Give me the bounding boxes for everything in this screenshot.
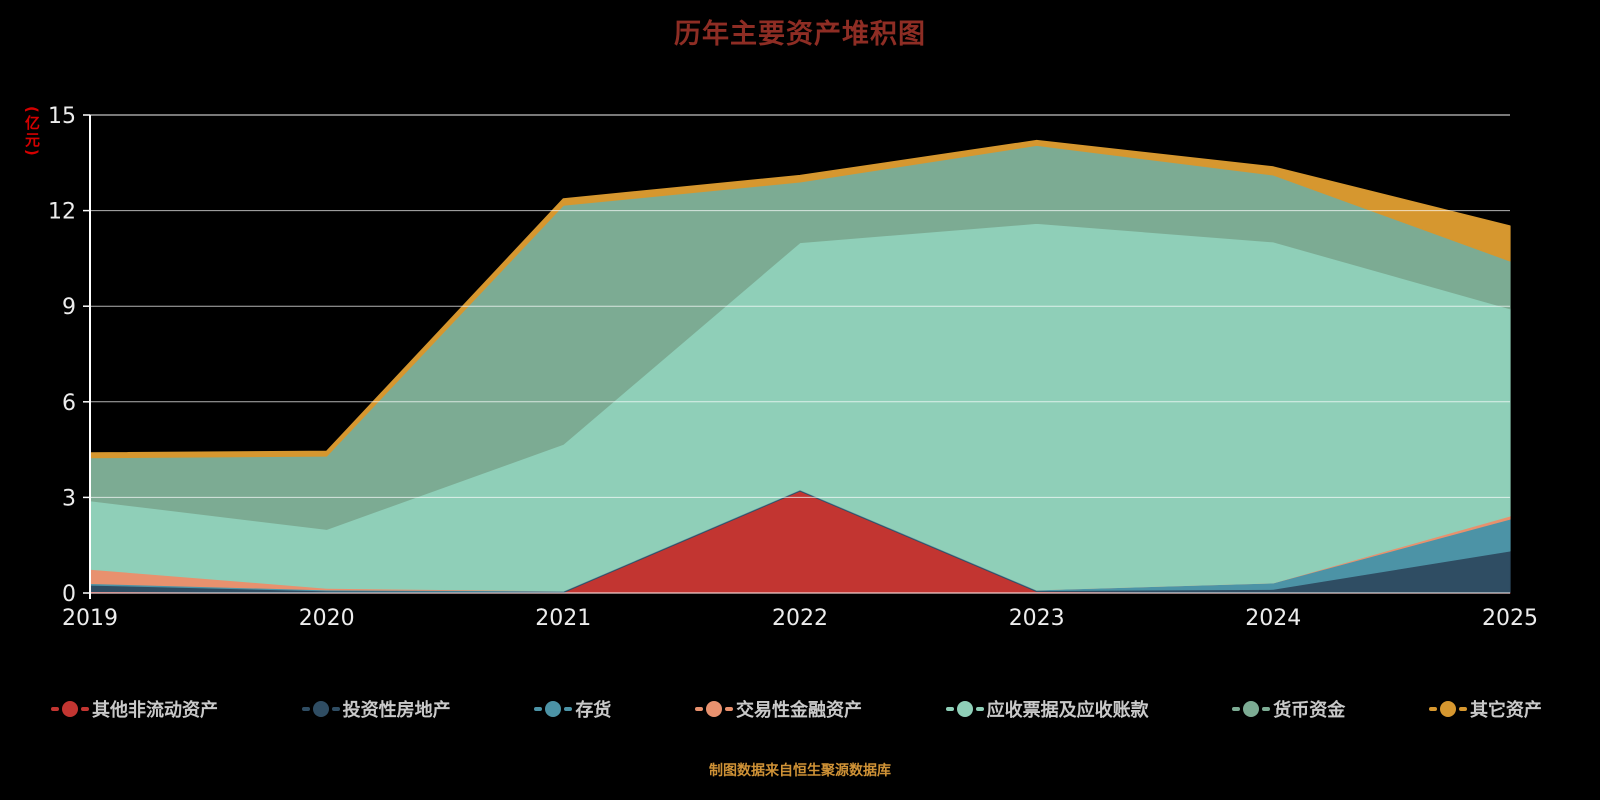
legend-line-icon xyxy=(945,707,954,711)
legend-item-4[interactable]: 应收票据及应收账款 xyxy=(945,696,1149,722)
chart-title: 历年主要资产堆积图 xyxy=(674,19,926,50)
legend-item-1[interactable]: 投资性房地产 xyxy=(301,696,451,722)
legend-label: 其它资产 xyxy=(1469,700,1542,721)
legend-line-icon xyxy=(564,707,573,711)
stacked-area-chart: 0 3 6 9 12 15 2019 2020 2021 2022 2023 2024 2025 xyxy=(48,104,1538,631)
x-axis-label-2025: 2025 xyxy=(1482,606,1538,631)
x-axis-label-2020: 2020 xyxy=(299,606,355,631)
y-axis-label-15: 15 xyxy=(48,104,76,129)
x-axis-label-2022: 2022 xyxy=(772,606,828,631)
legend-label: 投资性房地产 xyxy=(342,700,451,721)
legend-item-0[interactable]: 其他非流动资产 xyxy=(51,696,218,722)
legend-line-icon xyxy=(694,707,703,711)
legend-line-icon xyxy=(301,707,310,711)
y-axis-label-3: 3 xyxy=(62,486,76,511)
y-axis-label-9: 9 xyxy=(62,295,76,320)
legend-label: 存货 xyxy=(575,700,612,721)
legend-line-icon xyxy=(81,707,89,711)
y-axis-unit-label: (亿元) xyxy=(23,106,41,158)
legend-item-5[interactable]: 货币资金 xyxy=(1232,696,1346,722)
legend-line-icon xyxy=(1458,707,1467,711)
legend-label: 交易性金融资产 xyxy=(735,700,862,721)
legend-line-icon xyxy=(331,707,340,711)
x-axis-label-2023: 2023 xyxy=(1009,606,1065,631)
x-axis-label-2024: 2024 xyxy=(1245,606,1301,631)
legend-item-6[interactable]: 其它资产 xyxy=(1428,696,1542,722)
legend-marker-icon xyxy=(312,701,329,717)
legend-item-2[interactable]: 存货 xyxy=(534,696,612,722)
legend-label: 货币资金 xyxy=(1273,700,1346,721)
y-axis-label-6: 6 xyxy=(62,391,76,416)
y-axis-label-12: 12 xyxy=(48,200,76,225)
legend-line-icon xyxy=(1232,707,1241,711)
legend-marker-icon xyxy=(705,701,722,717)
legend-line-icon xyxy=(975,707,984,711)
legend-label: 其他非流动资产 xyxy=(92,700,218,721)
legend-line-icon xyxy=(51,707,59,711)
x-axis-label-2021: 2021 xyxy=(535,606,591,631)
legend-marker-icon xyxy=(545,701,562,717)
legend-line-icon xyxy=(534,707,543,711)
y-axis-label-0: 0 xyxy=(62,582,76,607)
legend-marker-icon xyxy=(1243,701,1260,717)
legend-line-icon xyxy=(1262,707,1271,711)
x-axis-label-2019: 2019 xyxy=(62,606,118,631)
legend-marker-icon xyxy=(1439,701,1456,717)
legend-item-3[interactable]: 交易性金融资产 xyxy=(694,696,862,722)
data-source-note: 制图数据来自恒生聚源数据库 xyxy=(709,763,891,779)
series-area-6 xyxy=(89,139,1511,459)
legend-marker-icon xyxy=(956,701,973,717)
legend-marker-icon xyxy=(62,701,78,717)
legend: 其他非流动资产 投资性房地产 存货 交易性金融资产 应收票据及应收账款 货币资金 其它资产 xyxy=(51,696,1542,722)
legend-line-icon xyxy=(1428,707,1437,711)
legend-label: 应收票据及应收账款 xyxy=(986,700,1149,721)
legend-line-icon xyxy=(724,707,733,711)
